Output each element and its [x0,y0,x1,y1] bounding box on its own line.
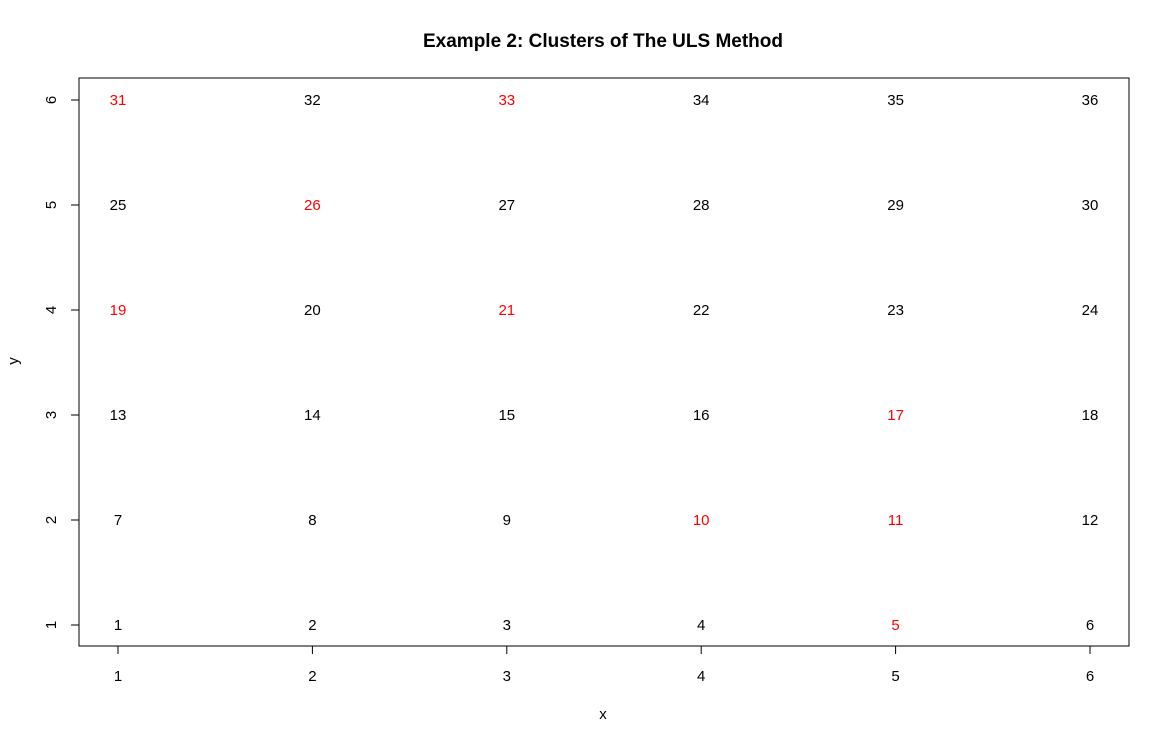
point-label-7: 7 [114,512,122,529]
point-label-32: 32 [304,92,321,109]
y-tick-label: 5 [43,201,60,209]
y-tick-label: 3 [43,411,60,419]
point-label-30: 30 [1082,197,1099,214]
x-tick-label: 3 [503,668,511,685]
x-tick-label: 2 [308,668,316,685]
point-label-17: 17 [887,407,904,424]
x-axis: 1 2 3 4 5 6 [114,646,1094,685]
y-tick-label: 2 [43,516,60,524]
x-tick-label: 1 [114,668,122,685]
point-label-20: 20 [304,302,321,319]
point-label-8: 8 [308,512,316,529]
y-tick-label: 6 [43,96,60,104]
point-label-25: 25 [110,197,127,214]
point-label-31: 31 [110,92,127,109]
plot-frame [78,77,1130,647]
y-tick-label: 1 [43,621,60,629]
point-label-23: 23 [887,302,904,319]
point-label-21: 21 [498,302,515,319]
y-tick-label: 4 [43,306,60,314]
point-label-35: 35 [887,92,904,109]
x-tick-label: 5 [891,668,899,685]
point-label-6: 6 [1086,617,1094,634]
point-label-22: 22 [693,302,710,319]
point-label-26: 26 [304,197,321,214]
point-label-14: 14 [304,407,321,424]
point-label-11: 11 [888,512,904,529]
y-axis: 1 2 3 4 5 6 [43,96,79,629]
x-axis-label: x [599,706,607,723]
point-label-29: 29 [887,197,904,214]
x-tick-label: 4 [697,668,705,685]
point-label-33: 33 [498,92,515,109]
point-label-36: 36 [1082,92,1099,109]
point-label-34: 34 [693,92,710,109]
point-label-19: 19 [110,302,127,319]
point-label-16: 16 [693,407,710,424]
point-label-2: 2 [308,617,316,634]
point-label-5: 5 [891,617,899,634]
point-label-24: 24 [1082,302,1099,319]
y-axis-label: y [5,357,22,365]
point-label-12: 12 [1082,512,1099,529]
point-label-13: 13 [110,407,127,424]
point-label-3: 3 [503,617,511,634]
chart-title: Example 2: Clusters of The ULS Method [423,31,783,52]
point-label-10: 10 [693,512,710,529]
point-label-28: 28 [693,197,710,214]
point-label-15: 15 [498,407,515,424]
point-label-4: 4 [697,617,705,634]
point-label-27: 27 [498,197,515,214]
point-label-9: 9 [503,512,511,529]
x-tick-label: 6 [1086,668,1094,685]
point-label-18: 18 [1082,407,1099,424]
point-label-1: 1 [114,617,122,634]
